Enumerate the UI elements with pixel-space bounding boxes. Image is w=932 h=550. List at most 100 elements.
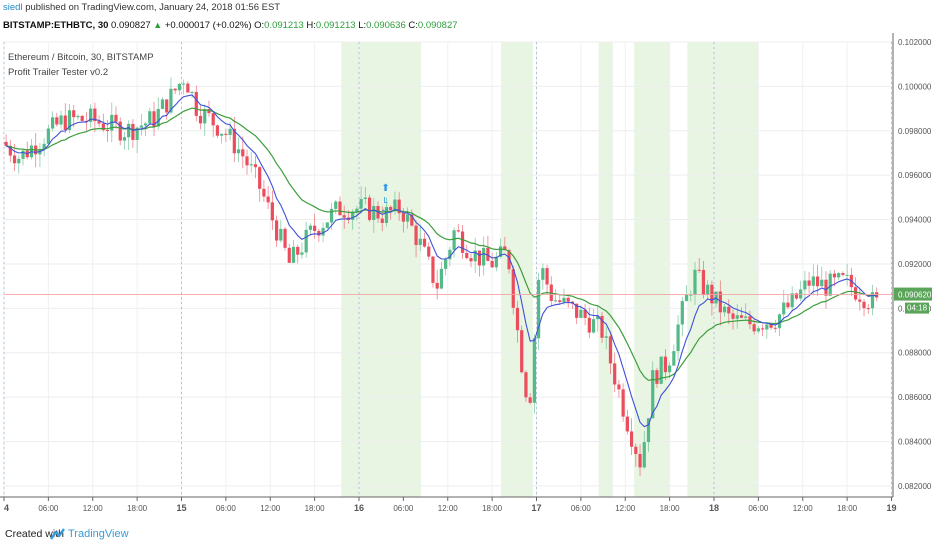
candle[interactable] — [313, 213, 317, 239]
candle[interactable] — [579, 305, 583, 319]
candle[interactable] — [135, 126, 139, 154]
candle[interactable] — [418, 226, 422, 251]
candle[interactable] — [558, 294, 562, 306]
candle[interactable] — [131, 119, 135, 148]
candle[interactable] — [270, 190, 274, 231]
candle[interactable] — [359, 186, 363, 214]
candle[interactable] — [431, 255, 435, 288]
candle[interactable] — [84, 111, 89, 131]
candle[interactable] — [722, 303, 727, 317]
candle[interactable] — [118, 117, 122, 146]
candle[interactable] — [672, 344, 676, 366]
candle[interactable] — [211, 112, 215, 138]
candle[interactable] — [148, 107, 152, 124]
candle[interactable] — [51, 111, 55, 132]
candle[interactable] — [165, 99, 169, 120]
candle[interactable] — [655, 367, 659, 388]
candle[interactable] — [177, 83, 181, 96]
candle[interactable] — [291, 240, 296, 264]
candle[interactable] — [811, 264, 815, 296]
candle[interactable] — [735, 304, 739, 329]
candle[interactable] — [114, 106, 118, 129]
price-chart[interactable]: ⬆ L +1 0.102000 0.100000 0.098000 0.096000 0.0… — [0, 33, 932, 518]
candle[interactable] — [456, 223, 460, 233]
candle[interactable] — [97, 115, 101, 128]
candle[interactable] — [634, 443, 638, 467]
candle[interactable] — [253, 155, 258, 179]
candle[interactable] — [541, 263, 545, 290]
candle[interactable] — [427, 242, 431, 260]
candle[interactable] — [72, 104, 76, 128]
candle[interactable] — [575, 303, 579, 324]
candle[interactable] — [300, 242, 304, 259]
candle[interactable] — [80, 114, 84, 122]
candle[interactable] — [439, 261, 444, 290]
candle[interactable] — [790, 286, 794, 311]
candle[interactable] — [549, 276, 553, 307]
candle[interactable] — [67, 104, 72, 134]
candle[interactable] — [17, 155, 21, 174]
candle[interactable] — [684, 285, 689, 302]
candle[interactable] — [866, 303, 870, 314]
candle[interactable] — [807, 271, 811, 294]
candle[interactable] — [494, 251, 498, 272]
candle[interactable] — [236, 137, 241, 163]
candle[interactable] — [583, 303, 587, 326]
candle[interactable] — [372, 198, 376, 233]
candle[interactable] — [414, 220, 418, 258]
candle[interactable] — [744, 303, 748, 320]
candle[interactable] — [452, 227, 456, 258]
candle[interactable] — [858, 288, 862, 311]
candle[interactable] — [182, 79, 186, 95]
candle[interactable] — [870, 284, 875, 316]
candle[interactable] — [832, 269, 837, 287]
candle[interactable] — [553, 288, 558, 303]
candle[interactable] — [845, 264, 849, 286]
candle[interactable] — [127, 120, 131, 150]
candle[interactable] — [76, 114, 80, 121]
candle[interactable] — [706, 280, 710, 300]
candle[interactable] — [397, 192, 401, 221]
candle[interactable] — [186, 81, 190, 93]
candle[interactable] — [537, 272, 541, 351]
candle[interactable] — [42, 138, 46, 157]
candle[interactable] — [338, 196, 342, 216]
candle[interactable] — [629, 418, 634, 456]
candle[interactable] — [325, 222, 329, 229]
candle[interactable] — [220, 133, 224, 144]
candle[interactable] — [693, 262, 697, 305]
candle[interactable] — [841, 271, 845, 277]
candle[interactable] — [756, 326, 760, 334]
candle[interactable] — [245, 149, 249, 175]
candle[interactable] — [765, 323, 769, 339]
candle[interactable] — [837, 271, 841, 281]
candle[interactable] — [490, 252, 494, 269]
candle[interactable] — [638, 444, 642, 476]
candle[interactable] — [617, 379, 621, 398]
candle[interactable] — [55, 112, 59, 127]
candle[interactable] — [820, 266, 824, 287]
candle[interactable] — [532, 334, 536, 414]
candle[interactable] — [676, 315, 680, 361]
study-title[interactable]: Profit Trailer Tester v0.2 — [8, 67, 109, 78]
candle[interactable] — [596, 305, 600, 332]
candle[interactable] — [63, 103, 67, 134]
candle[interactable] — [697, 257, 701, 274]
candle[interactable] — [241, 136, 245, 169]
candle[interactable] — [465, 244, 469, 260]
candle[interactable] — [46, 124, 50, 147]
candle[interactable] — [89, 104, 93, 128]
candle[interactable] — [173, 88, 177, 95]
candle[interactable] — [739, 307, 744, 319]
candle[interactable] — [422, 232, 427, 248]
candle[interactable] — [122, 131, 127, 150]
candle[interactable] — [262, 180, 266, 202]
candle[interactable] — [283, 226, 287, 251]
candle[interactable] — [710, 280, 714, 316]
candle[interactable] — [59, 110, 63, 130]
candle[interactable] — [279, 220, 283, 243]
candle[interactable] — [266, 186, 270, 210]
candle[interactable] — [727, 299, 731, 325]
candle[interactable] — [406, 207, 410, 229]
tradingview-brand[interactable]: TradingView — [68, 528, 129, 540]
